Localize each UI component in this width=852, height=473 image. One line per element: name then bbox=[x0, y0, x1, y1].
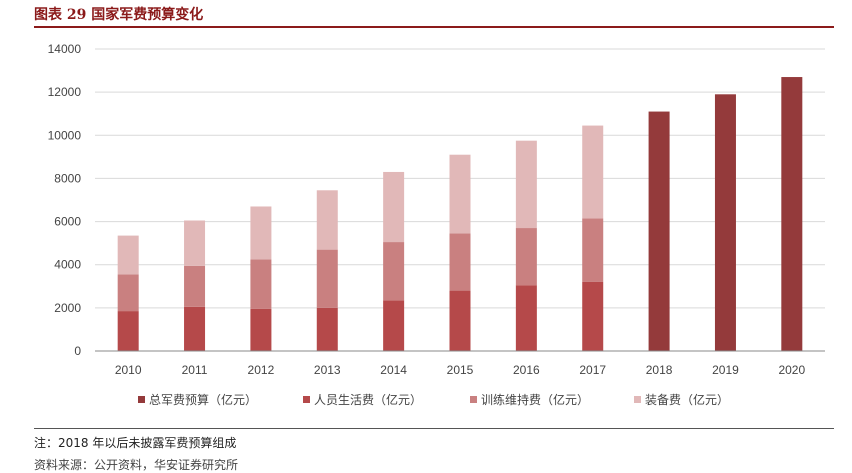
bar-2013-series-2 bbox=[316, 249, 338, 308]
title-rule bbox=[34, 26, 834, 28]
x-tick-label: 2010 bbox=[115, 363, 142, 377]
x-tick-label: 2020 bbox=[778, 363, 805, 377]
bar-2017-series-3 bbox=[582, 125, 604, 219]
x-tick-label: 2018 bbox=[646, 363, 673, 377]
y-tick-label: 6000 bbox=[54, 215, 81, 229]
bar-2016-series-1 bbox=[515, 285, 537, 351]
x-tick-label: 2012 bbox=[248, 363, 275, 377]
y-tick-label: 10000 bbox=[48, 128, 82, 142]
legend-label: 人员生活费（亿元） bbox=[314, 392, 422, 407]
legend-swatch bbox=[634, 396, 641, 403]
bar-2014-series-1 bbox=[383, 300, 405, 351]
y-tick-label: 8000 bbox=[54, 171, 81, 185]
bar-2020-series-0 bbox=[781, 77, 803, 352]
bar-2015-series-2 bbox=[449, 233, 471, 291]
bar-2014-series-3 bbox=[383, 171, 405, 243]
stacked-bar-chart: 0 2000 4000 6000 8000 10000 12000 14000 2010 2011… bbox=[48, 42, 825, 407]
footnote: 注：2018 年以后未披露军费预算组成 bbox=[34, 436, 237, 450]
source-note: 资料来源：公开资料，华安证券研究所 bbox=[34, 458, 239, 472]
legend-swatch bbox=[138, 396, 145, 403]
bar-2015-series-1 bbox=[449, 290, 471, 351]
x-tick-label: 2013 bbox=[314, 363, 341, 377]
bar-2012-series-3 bbox=[250, 206, 272, 260]
y-tick-label: 2000 bbox=[54, 301, 81, 315]
footer-rule bbox=[34, 428, 834, 429]
legend-swatch bbox=[303, 396, 310, 403]
y-tick-label: 0 bbox=[74, 344, 81, 358]
legend-swatch bbox=[470, 396, 477, 403]
bar-2019-series-0 bbox=[714, 94, 736, 352]
bar-2014-series-2 bbox=[383, 242, 405, 301]
bar-2010-series-3 bbox=[117, 235, 139, 275]
bar-2010-series-2 bbox=[117, 274, 139, 312]
bar-2016-series-2 bbox=[515, 228, 537, 286]
bar-2011-series-1 bbox=[184, 306, 206, 351]
bar-2017-series-2 bbox=[582, 218, 604, 282]
x-tick-label: 2014 bbox=[380, 363, 407, 377]
bar-2013-series-3 bbox=[316, 190, 338, 250]
bar-2011-series-2 bbox=[184, 265, 206, 307]
bar-2016-series-3 bbox=[515, 140, 537, 229]
y-tick-label: 4000 bbox=[54, 258, 81, 272]
bar-2013-series-1 bbox=[316, 307, 338, 351]
y-tick-label: 14000 bbox=[48, 42, 82, 56]
bar-2012-series-2 bbox=[250, 259, 272, 309]
bar-2012-series-1 bbox=[250, 308, 272, 351]
x-tick-label: 2016 bbox=[513, 363, 540, 377]
legend-label: 装备费（亿元） bbox=[645, 392, 729, 407]
bar-2017-series-1 bbox=[582, 281, 604, 351]
legend-label: 总军费预算（亿元） bbox=[149, 392, 257, 407]
legend-label: 训练维持费（亿元） bbox=[481, 392, 589, 407]
bar-2018-series-0 bbox=[648, 111, 670, 351]
x-tick-label: 2019 bbox=[712, 363, 739, 377]
y-tick-label: 12000 bbox=[48, 85, 82, 99]
x-tick-label: 2015 bbox=[447, 363, 474, 377]
bar-2011-series-3 bbox=[184, 220, 206, 266]
chart-title: 图表 29 国家军费预算变化 bbox=[34, 7, 204, 23]
bar-2015-series-3 bbox=[449, 154, 471, 234]
bar-2010-series-1 bbox=[117, 311, 139, 351]
x-tick-label: 2017 bbox=[579, 363, 606, 377]
x-tick-label: 2011 bbox=[182, 363, 208, 377]
